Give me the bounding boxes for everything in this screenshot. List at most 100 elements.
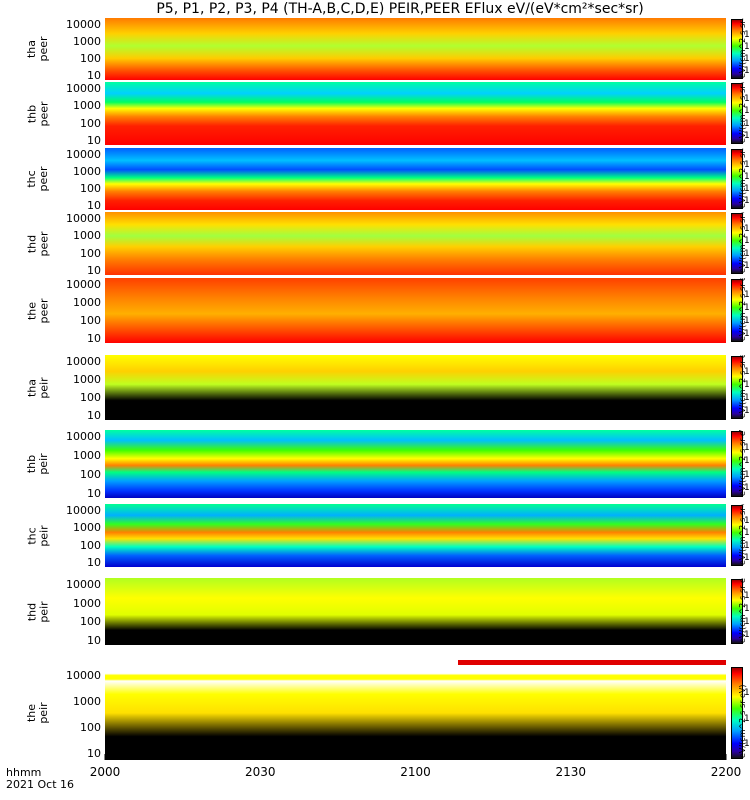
colorbar-thd_peir [731,579,743,644]
colorbar-tick-base: 10 [744,442,750,453]
panel-ylabel-line2: peer [37,100,50,127]
colorbar-tick-base: 10 [744,93,750,104]
ytick-label: 10000 [66,278,101,292]
colorbar-tick-base: 10 [744,590,750,601]
panel-ylabel-thc_peir: thc peir [25,504,50,567]
colorbar-tick: 106 [744,39,750,52]
ytick-label: 1000 [73,99,101,113]
colorbar-tick-base: 10 [744,617,750,628]
panel-thb_peer [105,82,726,145]
ytick-label: 1000 [73,373,101,387]
colorbar-tick-base: 10 [744,540,750,551]
colorbar-tick: 102 [744,128,750,141]
ytick-label: 10000 [66,578,101,592]
colorbar-tick-base: 10 [744,380,750,391]
colorbar-tick: 102 [744,627,750,640]
colorbar-tick-base: 10 [744,41,750,52]
colorbar-tick: 104 [744,313,750,326]
colorbar-thb_peer [731,83,743,144]
panel-ylabel-line1: thc [25,526,38,545]
colorbar-tick: 104 [744,614,750,627]
panel-the_peir [105,666,726,760]
panel-thc_peer [105,148,726,210]
colorbar-unit: eV/(cm^2-s-sr-eV) [738,18,747,78]
ytick-label: 100 [80,246,101,260]
colorbar-tick: 102 [744,480,750,493]
xtick-label: 2030 [244,765,276,779]
date-label: 2021 Oct 16 [6,778,75,791]
colorbar-tick: 106 [744,300,750,313]
colorbar-tick: 108 [744,91,750,104]
colorbar-tick: 106 [744,685,750,698]
colorbar-tick: 108 [744,513,750,526]
colorbar-tick-base: 10 [744,315,750,326]
colorbar-tick: 106 [744,364,750,377]
ytick-label: 1000 [73,695,101,709]
ytick-label: 10 [87,486,101,500]
colorbar-thb_peir [731,431,743,497]
panel-ylabel-line2: peer [37,297,50,324]
ytick-label: 10 [87,199,101,213]
colorbar-tick-base: 10 [744,630,750,641]
colorbar-tick-base: 10 [744,515,750,526]
panel-ylabel-thd_peir: thd peir [25,578,50,645]
ytick-label: 1000 [73,596,101,610]
panel-ylabel-thb_peir: thb peir [25,430,50,498]
ytick-label: 100 [80,721,101,735]
ytick-label: 1000 [73,521,101,535]
ytick-label: 10000 [66,430,101,444]
ytick-label: 1000 [73,296,101,310]
ytick-label: 10 [87,556,101,570]
panel-ylabel-line2: peir [37,702,50,724]
panel-ylabel-line2: peir [37,376,50,399]
ytick-label: 10 [87,747,101,761]
ytick-label: 10 [87,409,101,423]
ytick-label: 10 [87,332,101,346]
colorbar-tick: 100 [744,403,750,416]
ytick-label: 10000 [66,147,101,161]
colorbar-tick: 108 [744,287,750,300]
colorbar-tick: 102 [744,326,750,339]
panel-ylabel-thd_peer: thd peer [25,212,50,275]
colorbar-tick-base: 10 [744,106,750,117]
colorbar-tick-base: 10 [744,392,750,403]
panel-ylabel-thb_peer: thb peer [25,82,50,145]
colorbar-tick-base: 10 [744,29,750,40]
time-format-label: hhmm [6,766,42,779]
colorbar-tick-base: 10 [744,552,750,563]
panel-tha_peer [105,18,726,80]
colorbar-tick-base: 10 [744,528,750,539]
ytick-label: 1000 [73,229,101,243]
ytick-label: 10000 [66,503,101,517]
the-peir-top-bar [458,660,726,665]
panel-ylabel-line2: peir [37,453,50,475]
colorbar-tick: 104 [744,377,750,390]
colorbar-tick: 104 [744,116,750,129]
colorbar-tick-base: 10 [744,739,750,750]
figure-title: P5, P1, P2, P3, P4 (TH-A,B,C,D,E) PEIR,P… [156,1,644,17]
colorbar-tick-base: 10 [744,260,750,271]
ytick-label: 1000 [73,34,101,48]
colorbar-tick-base: 10 [744,171,750,182]
colorbar-tick-base: 10 [744,65,750,76]
panel-ylabel-line1: thd [25,602,38,621]
colorbar-tick-base: 10 [744,183,750,194]
colorbar-tick-base: 10 [744,223,750,234]
colorbar-unit: eV/(cm^2-s-sr-eV) [738,212,747,273]
panel-ylabel-thc_peer: thc peer [25,148,50,210]
ytick-label: 10 [87,134,101,148]
colorbar-tick: 102 [744,390,750,403]
ytick-label: 100 [80,538,101,552]
ytick-label: 10000 [66,669,101,683]
ytick-label: 100 [80,182,101,196]
ytick-label: 10000 [66,81,101,95]
panel-ylabel-tha_peir: tha peir [25,355,50,420]
colorbar-tick-base: 10 [744,130,750,141]
colorbar-tick: 104 [744,246,750,259]
panel-thc_peir [105,504,726,567]
ytick-label: 100 [80,391,101,405]
ytick-label: 10000 [66,17,101,31]
colorbar-tick-base: 10 [744,159,750,170]
colorbar-tick-base: 10 [744,713,750,724]
